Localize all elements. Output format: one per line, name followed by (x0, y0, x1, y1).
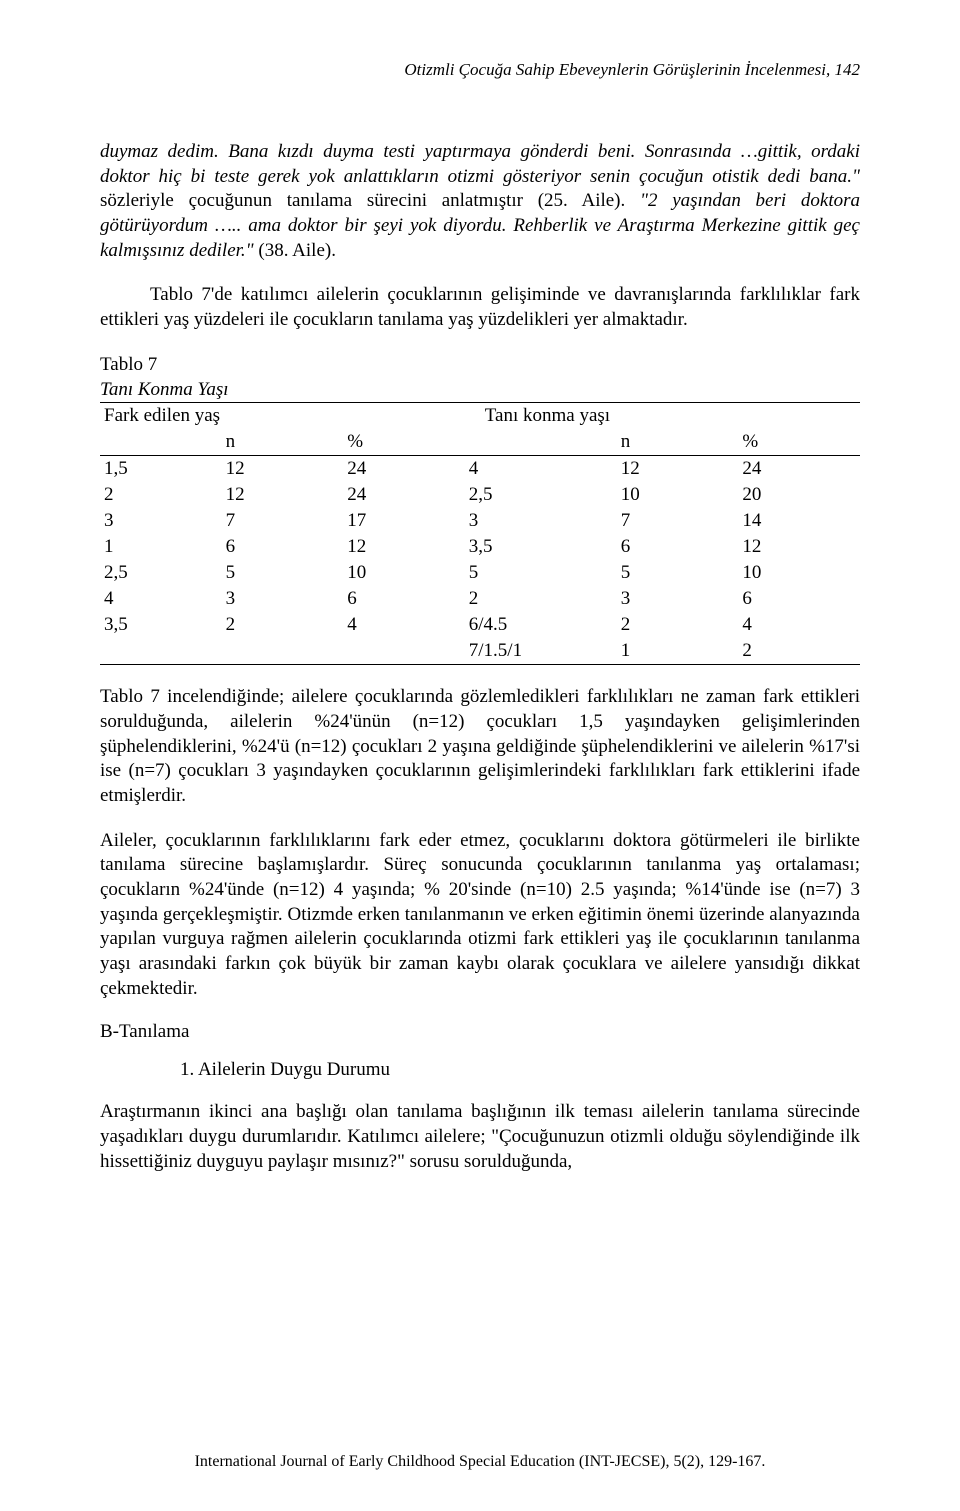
table-cell: 12 (617, 456, 739, 483)
table-cell: 6 (343, 586, 465, 612)
table-cell: 10 (738, 560, 860, 586)
table-cell: 1,5 (100, 456, 222, 483)
text-1d: (38. Aile). (254, 240, 336, 261)
table-cell: 12 (738, 534, 860, 560)
table-cell: 12 (343, 534, 465, 560)
section-b-heading: B-Tanılama (100, 1021, 860, 1043)
table-cell: 7/1.5/1 (465, 638, 617, 665)
table-cell (343, 638, 465, 665)
journal-footer: International Journal of Early Childhood… (0, 1453, 960, 1471)
table-row: 3,5246/4.524 (100, 612, 860, 638)
table-7-title: Tanı Konma Yaşı (100, 379, 229, 400)
table-cell: 6 (617, 534, 739, 560)
table-row: 7/1.5/112 (100, 638, 860, 665)
table-7-caption: Tablo 7 Tanı Konma Yaşı (100, 353, 860, 402)
quote-1: duymaz dedim. Bana kızdı duyma testi yap… (100, 141, 860, 187)
table-row: 1,5122441224 (100, 456, 860, 483)
table-row: 37173714 (100, 508, 860, 534)
paragraph-3: Tablo 7 incelendiğinde; ailelere çocukla… (100, 685, 860, 808)
table-cell: 14 (738, 508, 860, 534)
paragraph-4: Aileler, çocuklarının farklılıklarını fa… (100, 829, 860, 1002)
table-row: 16123,5612 (100, 534, 860, 560)
table-cell: 3 (465, 508, 617, 534)
table-row: 212242,51020 (100, 482, 860, 508)
table-cell: 3,5 (465, 534, 617, 560)
table-cell: 2 (738, 638, 860, 665)
table-cell: 10 (617, 482, 739, 508)
table-cell: 3,5 (100, 612, 222, 638)
table-7-sub-pct2: % (738, 429, 860, 456)
table-cell: 4 (100, 586, 222, 612)
paragraph-2: Tablo 7'de katılımcı ailelerin çocukları… (100, 283, 860, 332)
table-cell: 6/4.5 (465, 612, 617, 638)
table-cell: 3 (222, 586, 344, 612)
table-cell: 24 (343, 482, 465, 508)
table-7-label: Tablo 7 (100, 354, 157, 375)
table-cell: 12 (222, 482, 344, 508)
table-cell: 1 (617, 638, 739, 665)
table-7-sub-n1: n (222, 429, 344, 456)
table-cell: 5 (617, 560, 739, 586)
table-row: 436236 (100, 586, 860, 612)
table-cell: 6 (738, 586, 860, 612)
subsection-1-heading: 1. Ailelerin Duygu Durumu (180, 1059, 860, 1081)
table-cell: 5 (465, 560, 617, 586)
table-cell: 2 (222, 612, 344, 638)
table-cell: 5 (222, 560, 344, 586)
table-cell: 6 (222, 534, 344, 560)
table-7: Fark edilen yaş Tanı konma yaşı n % n % … (100, 402, 860, 665)
table-cell: 20 (738, 482, 860, 508)
table-cell (100, 638, 222, 665)
table-row: 2,55105510 (100, 560, 860, 586)
table-cell: 7 (617, 508, 739, 534)
table-7-sub-pct1: % (343, 429, 465, 456)
paragraph-1: duymaz dedim. Bana kızdı duyma testi yap… (100, 140, 860, 263)
table-cell: 24 (343, 456, 465, 483)
running-header: Otizmli Çocuğa Sahip Ebeveynlerin Görüşl… (100, 60, 860, 80)
table-cell: 2,5 (100, 560, 222, 586)
table-cell: 3 (617, 586, 739, 612)
table-cell: 2,5 (465, 482, 617, 508)
document-page: Otizmli Çocuğa Sahip Ebeveynlerin Görüşl… (0, 0, 960, 1511)
table-7-left-header: Fark edilen yaş (100, 403, 465, 430)
table-cell: 12 (222, 456, 344, 483)
table-cell (222, 638, 344, 665)
table-cell: 7 (222, 508, 344, 534)
table-cell: 2 (465, 586, 617, 612)
table-cell: 10 (343, 560, 465, 586)
text-1b: sözleriyle çocuğunun tanılama sürecini a… (100, 190, 640, 211)
table-cell: 17 (343, 508, 465, 534)
table-7-right-header: Tanı konma yaşı (465, 403, 860, 430)
table-7-sub-n2: n (617, 429, 739, 456)
paragraph-5: Araştırmanın ikinci ana başlığı olan tan… (100, 1100, 860, 1174)
table-cell: 1 (100, 534, 222, 560)
table-cell: 4 (465, 456, 617, 483)
table-cell: 24 (738, 456, 860, 483)
table-cell: 3 (100, 508, 222, 534)
table-cell: 2 (100, 482, 222, 508)
table-cell: 4 (738, 612, 860, 638)
table-cell: 2 (617, 612, 739, 638)
table-cell: 4 (343, 612, 465, 638)
